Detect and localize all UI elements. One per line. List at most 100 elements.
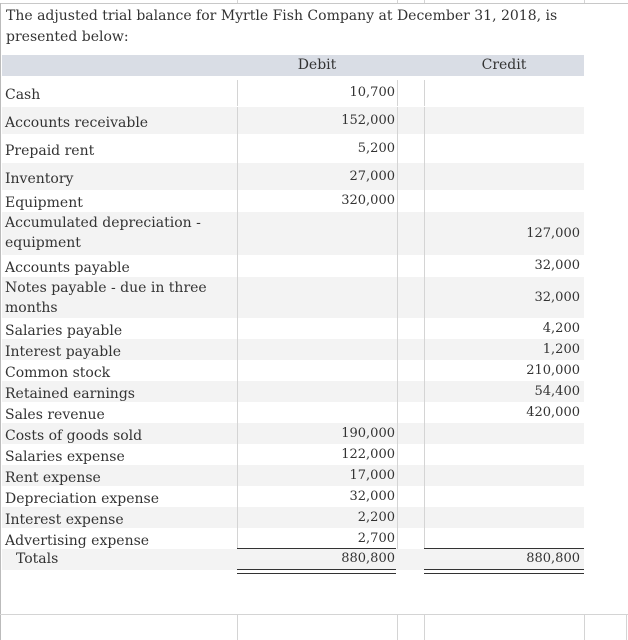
grid-line — [424, 134, 425, 163]
grid-line — [397, 0, 398, 3]
grid-line — [424, 444, 425, 465]
grid-line — [237, 528, 238, 549]
double-underline — [237, 569, 396, 574]
table-row: Interest payable 1,200 — [2, 339, 584, 360]
grid-line — [397, 465, 398, 486]
account-name: Salaries expense — [5, 448, 125, 465]
grid-line — [397, 318, 398, 339]
grid-line — [237, 360, 238, 381]
account-name: Cash — [5, 87, 41, 103]
grid-line — [424, 190, 425, 212]
grid-line — [237, 423, 238, 444]
table-row: Accounts payable 32,000 — [2, 255, 584, 277]
grid-line — [424, 465, 425, 486]
credit-amount: 1,200 — [542, 341, 580, 357]
grid-line — [626, 614, 627, 640]
credit-amount: 32,000 — [534, 258, 581, 273]
grid-line — [424, 0, 425, 3]
grid-line — [424, 360, 425, 381]
grid-line — [424, 80, 425, 106]
debit-amount: 122,000 — [341, 446, 395, 462]
grid-line — [0, 3, 628, 4]
grid-line — [397, 277, 398, 318]
grid-line — [237, 465, 238, 486]
table-row: Salaries expense 122,000 — [2, 444, 584, 465]
grid-line — [424, 402, 425, 423]
credit-total: 880,800 — [526, 551, 580, 566]
grid-line — [237, 107, 238, 134]
grid-line — [237, 486, 238, 507]
table-row: Costs of goods sold 190,000 — [2, 423, 584, 444]
grid-line — [424, 486, 425, 507]
grid-line — [424, 318, 425, 339]
account-name: Notes payable - due in three months — [5, 280, 207, 316]
table-row: Inventory 27,000 — [2, 163, 584, 190]
grid-line — [397, 134, 398, 163]
intro-text: The adjusted trial balance for Myrtle Fi… — [6, 8, 558, 45]
account-name: Equipment — [5, 195, 83, 211]
account-name: Accounts receivable — [5, 114, 149, 131]
debit-amount: 27,000 — [349, 168, 396, 184]
credit-amount: 420,000 — [526, 404, 580, 420]
grid-line — [424, 423, 425, 444]
account-name: Rent expense — [5, 469, 101, 486]
totals-row: Totals 880,800 880,800 — [2, 549, 584, 570]
single-underline — [424, 548, 584, 549]
account-name: Accumulated depreciation - equipment — [5, 215, 201, 251]
table-row: Interest expense 2,200 — [2, 507, 584, 528]
debit-amount: 190,000 — [341, 425, 395, 441]
grid-line — [237, 80, 238, 106]
grid-line — [397, 212, 398, 255]
grid-line — [237, 0, 238, 3]
grid-line — [424, 614, 425, 640]
single-underline — [237, 548, 396, 549]
debit-header: Debit — [297, 57, 337, 73]
account-name: Prepaid rent — [5, 142, 95, 159]
table-row: Common stock 210,000 — [2, 360, 584, 381]
debit-amount: 10,700 — [349, 85, 396, 100]
grid-line — [424, 212, 425, 255]
account-name: Common stock — [5, 364, 111, 381]
grid-line — [237, 339, 238, 360]
credit-header: Credit — [481, 57, 527, 73]
grid-line — [397, 614, 398, 640]
grid-line — [237, 212, 238, 255]
debit-amount: 320,000 — [341, 193, 395, 208]
grid-line — [584, 0, 585, 3]
account-name: Retained earnings — [5, 385, 135, 402]
table-row: Cash 10,700 — [2, 80, 584, 106]
double-underline — [424, 569, 584, 574]
table-row: Accumulated depreciation - equipment 127… — [2, 212, 584, 255]
account-name: Depreciation expense — [5, 490, 160, 507]
table-row: Notes payable - due in three months 32,0… — [2, 277, 584, 318]
account-name: Salaries payable — [5, 322, 123, 339]
grid-line — [237, 255, 238, 277]
debit-total: 880,800 — [341, 551, 395, 566]
grid-line — [237, 134, 238, 163]
credit-amount: 210,000 — [526, 362, 580, 378]
grid-line — [424, 255, 425, 277]
debit-amount: 5,200 — [357, 140, 395, 156]
credit-amount: 4,200 — [542, 320, 580, 336]
grid-line — [397, 255, 398, 277]
account-name: Advertising expense — [5, 532, 150, 549]
table-row: Salaries payable 4,200 — [2, 318, 584, 339]
grid-line — [237, 318, 238, 339]
grid-line — [237, 190, 238, 212]
grid-line — [424, 277, 425, 318]
table-row: Rent expense 17,000 — [2, 465, 584, 486]
account-name: Accounts payable — [5, 260, 130, 276]
grid-line — [397, 444, 398, 465]
debit-amount: 2,200 — [357, 509, 395, 525]
grid-line — [397, 107, 398, 134]
grid-line — [237, 614, 238, 640]
table-row: Sales revenue 420,000 — [2, 402, 584, 423]
account-name: Interest expense — [5, 511, 124, 528]
table-row: Depreciation expense 32,000 — [2, 486, 584, 507]
account-name: Inventory — [5, 170, 74, 187]
grid-line — [237, 163, 238, 190]
grid-line — [397, 381, 398, 402]
debit-amount: 32,000 — [349, 488, 396, 504]
grid-line — [397, 528, 398, 549]
grid-line — [397, 163, 398, 190]
